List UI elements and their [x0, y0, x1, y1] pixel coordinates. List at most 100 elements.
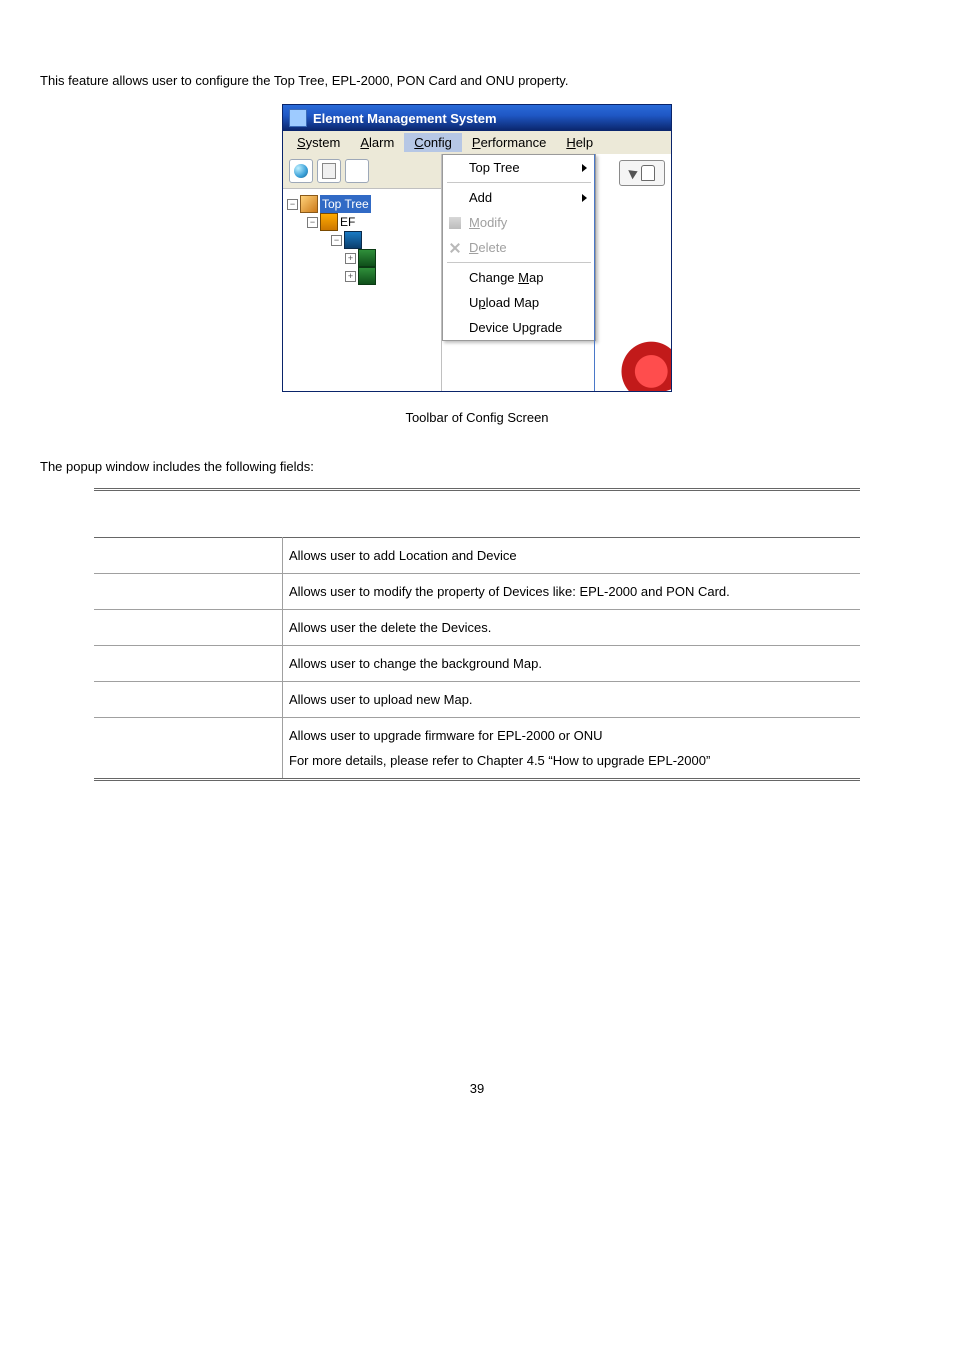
menu-system-rest: ystem [306, 135, 341, 150]
dd-delete-rest: elete [478, 240, 506, 255]
menu-config-rest: onfig [424, 135, 452, 150]
map-preview [594, 154, 671, 391]
top-tree-icon [300, 195, 318, 213]
table-row: Allows user to change the background Map… [94, 646, 860, 682]
window-titlebar: Element Management System [283, 105, 671, 131]
switch-icon [320, 213, 338, 231]
tree-ep-label: EF [340, 213, 355, 231]
screenshot-container: Element Management System System Alarm C… [40, 104, 914, 425]
tree-leaf-2[interactable]: + [287, 267, 437, 285]
app-window: Element Management System System Alarm C… [282, 104, 672, 392]
menu-performance[interactable]: Performance [462, 133, 556, 152]
menu-alarm[interactable]: Alarm [350, 133, 404, 152]
table-cell-object [94, 718, 283, 780]
toolbar-strip [283, 154, 441, 189]
dd-add[interactable]: Add [443, 185, 595, 210]
fields-intro: The popup window includes the following … [40, 459, 914, 474]
dd-separator [447, 262, 591, 263]
delete-icon [449, 242, 461, 254]
dd-change-map-post: ap [529, 270, 543, 285]
app-body: − Top Tree − EF − [283, 154, 671, 391]
leaf-icon [358, 267, 376, 285]
device-tree: − Top Tree − EF − [283, 189, 441, 291]
menubar: System Alarm Config Performance Help [283, 131, 671, 154]
menu-config-underline: C [414, 135, 423, 150]
table-cell-object [94, 646, 283, 682]
table-cell-object [94, 574, 283, 610]
page-number: 39 [40, 1081, 914, 1096]
dd-top-tree[interactable]: Top Tree [443, 155, 595, 180]
dd-change-map-pre: Change [469, 270, 518, 285]
table-row: Allows user to modify the property of De… [94, 574, 860, 610]
tree-node-switch[interactable]: − EF [287, 213, 437, 231]
table-cell-line1: Allows user to upgrade firmware for EPL-… [289, 728, 854, 743]
app-icon [289, 109, 307, 127]
table-cell-description: Allows user the delete the Devices. [283, 610, 861, 646]
globe-icon [294, 164, 308, 178]
tree-expand-icon[interactable]: + [345, 253, 356, 264]
dd-change-map[interactable]: Change Map [443, 265, 595, 290]
window-title: Element Management System [313, 111, 665, 126]
tree-node-module[interactable]: − [287, 231, 437, 249]
menu-performance-rest: erformance [481, 135, 547, 150]
module-icon [344, 231, 362, 249]
left-column: − Top Tree − EF − [283, 154, 442, 391]
dd-upload-map-underline: p [478, 295, 485, 310]
table-header-description [283, 490, 861, 538]
menu-help[interactable]: Help [556, 133, 603, 152]
dd-upload-map-post: load Map [486, 295, 539, 310]
tree-expand-icon[interactable]: + [345, 271, 356, 282]
menu-help-rest: elp [576, 135, 593, 150]
tree-root-label: Top Tree [320, 195, 371, 213]
table-cell-object [94, 610, 283, 646]
dd-delete-underline: D [469, 240, 478, 255]
table-cell-description: Allows user to modify the property of De… [283, 574, 861, 610]
toolbar-misc-button[interactable] [345, 159, 369, 183]
table-cell-line2: For more details, please refer to Chapte… [289, 753, 854, 768]
tree-leaf-1[interactable]: + [287, 249, 437, 267]
table-header-row [94, 490, 860, 538]
dd-upload-map[interactable]: Upload Map [443, 290, 595, 315]
tree-collapse-icon[interactable]: − [307, 217, 318, 228]
menu-system-underline: S [297, 135, 306, 150]
dd-modify-rest: odify [480, 215, 507, 230]
menu-system[interactable]: System [287, 133, 350, 152]
document-icon [322, 163, 336, 179]
menu-performance-underline: P [472, 135, 481, 150]
menu-help-underline: H [566, 135, 575, 150]
menu-alarm-rest: larm [369, 135, 394, 150]
leaf-icon [358, 249, 376, 267]
dd-separator [447, 182, 591, 183]
intro-text: This feature allows user to configure th… [40, 73, 914, 88]
table-row: Allows user to add Location and Device [94, 538, 860, 574]
dd-modify: Modify [443, 210, 595, 235]
edit-icon [449, 217, 461, 229]
table-cell-description: Allows user to add Location and Device [283, 538, 861, 574]
dd-delete: Delete [443, 235, 595, 260]
table-cell-description: Allows user to upload new Map. [283, 682, 861, 718]
table-header-object [94, 490, 283, 538]
tree-root[interactable]: − Top Tree [287, 195, 437, 213]
hand-icon [641, 165, 655, 181]
config-dropdown: Top Tree Add Modify Delete [442, 154, 596, 341]
toolbar-globe-button[interactable] [289, 159, 313, 183]
table-cell-description: Allows user to change the background Map… [283, 646, 861, 682]
menu-config[interactable]: Config [404, 133, 462, 152]
table-row: Allows user to upload new Map. [94, 682, 860, 718]
tree-collapse-icon[interactable]: − [331, 235, 342, 246]
menu-alarm-underline: A [360, 135, 369, 150]
table-cell-object [94, 682, 283, 718]
dd-device-upgrade[interactable]: Device Upgrade [443, 315, 595, 340]
table-row: Allows user to upgrade firmware for EPL-… [94, 718, 860, 780]
tree-collapse-icon[interactable]: − [287, 199, 298, 210]
dd-change-map-underline: M [518, 270, 529, 285]
dd-upload-map-pre: U [469, 295, 478, 310]
figure-caption: Toolbar of Config Screen [40, 410, 914, 425]
drag-handle-button[interactable] [619, 160, 665, 186]
toolbar-doc-button[interactable] [317, 159, 341, 183]
table-cell-object [94, 538, 283, 574]
table-row: Allows user the delete the Devices. [94, 610, 860, 646]
dd-modify-underline: M [469, 215, 480, 230]
right-column: Top Tree Add Modify Delete [442, 154, 671, 391]
table-cell-description: Allows user to upgrade firmware for EPL-… [283, 718, 861, 780]
